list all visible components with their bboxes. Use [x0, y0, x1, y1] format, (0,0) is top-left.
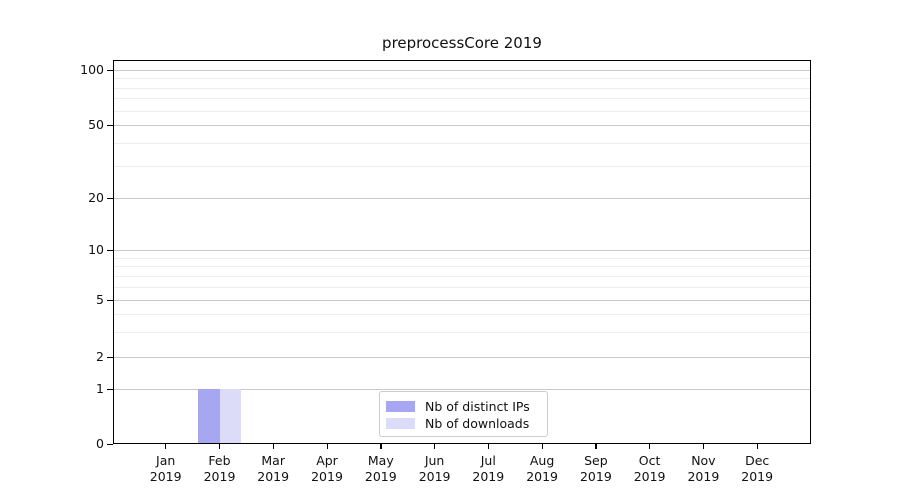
y-gridline-major [113, 389, 811, 390]
y-gridline-major [113, 70, 811, 71]
y-gridline-minor [113, 142, 811, 144]
y-tick [107, 124, 113, 126]
y-gridline-major [113, 250, 811, 251]
y-tick-label: 50 [88, 117, 104, 132]
y-tick-label: 100 [80, 62, 104, 77]
y-tick [107, 443, 113, 445]
legend: Nb of distinct IPs Nb of downloads [379, 391, 548, 437]
legend-swatch-downloads [386, 417, 415, 429]
x-tick [541, 444, 543, 449]
y-gridline-minor [113, 286, 811, 288]
x-tick-label: Nov 2019 [687, 453, 720, 484]
y-tick-label: 1 [96, 381, 104, 396]
legend-entry-distinct-ips: Nb of distinct IPs [386, 398, 538, 414]
y-tick [107, 356, 113, 358]
y-gridline-minor [113, 110, 811, 112]
x-tick [165, 444, 167, 449]
x-tick-label: Jan 2019 [149, 453, 182, 484]
y-gridline-minor [113, 165, 811, 167]
x-tick-label: Dec 2019 [741, 453, 774, 484]
y-gridline-major [113, 300, 811, 301]
x-tick-label: Mar 2019 [257, 453, 290, 484]
bar-downloads [219, 389, 241, 444]
x-tick [434, 444, 436, 449]
x-tick [326, 444, 328, 449]
y-gridline-minor [113, 78, 811, 80]
y-tick-label: 10 [88, 242, 104, 257]
y-gridline-minor [113, 275, 811, 277]
legend-label-downloads: Nb of downloads [425, 415, 530, 431]
x-tick [702, 444, 705, 449]
bar-distinct-ips [198, 389, 220, 444]
y-tick [107, 388, 113, 390]
y-gridline-minor [113, 257, 811, 259]
y-gridline-minor [113, 266, 811, 268]
y-gridline-major [113, 125, 811, 126]
legend-label-distinct-ips: Nb of distinct IPs [425, 398, 530, 414]
x-tick [649, 444, 651, 449]
y-tick [107, 249, 113, 251]
plot-area [113, 60, 811, 444]
y-tick-label: 20 [88, 190, 104, 205]
y-gridline-minor [113, 87, 811, 89]
x-tick-label: Oct 2019 [633, 453, 666, 484]
x-tick-label: May 2019 [364, 453, 397, 484]
x-tick [219, 444, 221, 449]
y-gridline-major [113, 357, 811, 358]
legend-entry-downloads: Nb of downloads [386, 415, 538, 431]
y-tick [107, 197, 113, 199]
x-tick-label: Jun 2019 [418, 453, 451, 484]
y-gridline-major [113, 198, 811, 199]
y-gridline-minor [113, 331, 811, 333]
x-tick [595, 444, 597, 449]
x-tick-label: Feb 2019 [203, 453, 236, 484]
x-tick [380, 444, 382, 449]
y-gridline-minor [113, 98, 811, 100]
x-tick-label: Aug 2019 [526, 453, 558, 484]
y-tick-label: 2 [96, 349, 104, 364]
y-tick [107, 69, 113, 71]
x-tick [487, 444, 490, 449]
x-tick [272, 444, 274, 449]
y-tick-label: 5 [96, 292, 104, 307]
y-tick-label: 0 [96, 436, 104, 451]
x-tick-label: Apr 2019 [311, 453, 343, 484]
legend-swatch-distinct-ips [386, 400, 415, 412]
chart-title: preprocessCore 2019 [382, 34, 542, 52]
x-tick-label: Jul 2019 [472, 453, 505, 484]
y-tick [107, 299, 113, 301]
x-tick [756, 444, 758, 449]
y-gridline-minor [113, 313, 811, 315]
x-tick-label: Sep 2019 [579, 453, 612, 484]
